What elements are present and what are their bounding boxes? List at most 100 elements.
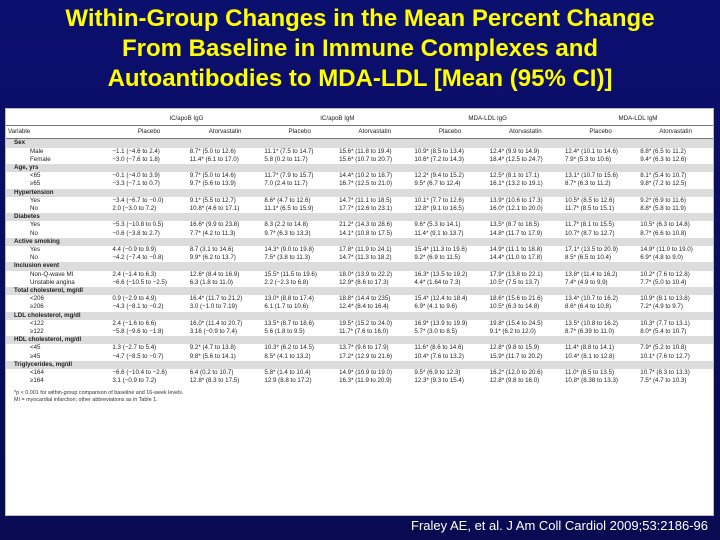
table-cell: 10.5* (8.5 to 12.6) — [564, 196, 615, 204]
row-label: <45 — [30, 344, 41, 352]
table-cell: 9.7* (5.6 to 13.9) — [189, 180, 236, 188]
placebo-header: Placebo — [562, 125, 639, 140]
table-cell: 8.5* (4.1 to 13.2) — [264, 352, 311, 360]
row-label: Male — [30, 147, 44, 155]
table-cell: 9.2* (4.7 to 13.8) — [189, 344, 236, 352]
placebo-header: Placebo — [262, 125, 338, 140]
table-row: No 2.0 (−3.0 to 7.2) 10.8* (4.6 to 17.1) 11… — [6, 205, 713, 213]
table-cell: 12.8* (8.3 to 17.5) — [189, 377, 240, 385]
table-cell: 12.8* (9.8 to 16.0) — [489, 377, 540, 385]
table-cell: 14.4* (10.2 to 18.7) — [339, 172, 393, 180]
row-label: <122 — [30, 319, 44, 327]
table-cell: 19.8* (15.4 to 24.5) — [489, 319, 543, 327]
table-cell: 10.3* (7.7 to 13.1) — [640, 319, 690, 327]
table-cell: 8.3 (2.2 to 14.8) — [264, 221, 309, 229]
table-cell: 10.1* (7.6 to 12.7) — [640, 352, 690, 360]
table-cell: −4.3 (−8.1 to −0.2) — [112, 303, 164, 311]
table-cell: 6.3 (1.8 to 11.0) — [189, 278, 233, 286]
table-cell: 16.4* (11.7 to 21.2) — [189, 295, 243, 303]
table-row: Yes −5.3 (−10.8 to 0.5) 16.6* (9.9 to 23.8… — [6, 221, 713, 229]
atorvastatin-header: Atorvastatin — [487, 125, 563, 140]
table-cell: 7.2* (4.9 to 9.7) — [640, 303, 683, 311]
table-cell: 7.7* (5.0 to 10.4) — [640, 278, 687, 286]
table-cell: 14.4* (11.0 to 17.8) — [489, 254, 543, 262]
table-cell: 14.7* (11.3 to 18.2) — [339, 254, 392, 262]
table-cell: −6.6 (−10.5 to −2.5) — [112, 278, 167, 286]
table-cell: 5.8 (0.2 to 11.7) — [264, 155, 308, 163]
table-cell: 10.9* (8.1 to 13.8) — [640, 295, 690, 303]
row-label: Unstable angina — [30, 278, 75, 286]
table-cell: 12.2* (9.4 to 15.2) — [414, 172, 464, 180]
table-cell: 13.5* (8.7 to 18.6) — [264, 319, 314, 327]
table-cell: 8.7* (6.39 to 11.0) — [564, 328, 615, 336]
table-cell: 0.9 (−2.9 to 4.9) — [112, 295, 157, 303]
table-cell: 10.5* (6.3 to 14.8) — [640, 221, 690, 229]
section-label: HDL cholesterol, mg/dl — [6, 336, 111, 345]
footnote: *p < 0.001 for within-group comparison o… — [14, 389, 184, 396]
table-cell: 7.5* (3.8 to 11.3) — [264, 254, 311, 262]
section-row: Hypertension — [6, 188, 713, 197]
table-cell: 9.9* (6.2 to 13.7) — [189, 254, 236, 262]
section-label: Inclusion event — [6, 262, 111, 271]
table-cell: 10.4* (8.1 to 12.8) — [564, 352, 615, 360]
atorvastatin-header: Atorvastatin — [638, 125, 713, 140]
table-cell: 10.7* (8.3 to 13.3) — [640, 369, 690, 377]
table-cell: −3.4 (−6.7 to −0.0) — [112, 196, 164, 204]
table-cell: −4.7 (−8.5 to −0.7) — [112, 352, 164, 360]
table-cell: 11.1* (6.5 to 15.9) — [264, 205, 314, 213]
section-row: Triglycerides, mg/dl — [6, 360, 713, 370]
table-cell: 8.8* (6.5 to 11.2) — [640, 147, 686, 155]
table-cell: 12.6* (8.4 to 16.9) — [189, 270, 240, 278]
table-cell: 8.6* (6.4 to 10.8) — [564, 303, 612, 311]
table-cell: 15.4* (11.3 to 19.6) — [414, 246, 467, 254]
table-cell: 9.7* (5.0 to 14.6) — [189, 172, 236, 180]
table-cell: −5.8 (−9.6 to −1.8) — [112, 328, 164, 336]
table-cell: 11.0* (8.5 to 13.5) — [564, 369, 615, 377]
table-row: <45 1.3 (−2.7 to 5.4) 9.2* (4.7 to 13.8) 10… — [6, 344, 713, 352]
table-cell: −0.6 (−3.8 to 2.7) — [112, 229, 160, 237]
table-cell: 14.3* (9.0 to 19.8) — [264, 246, 314, 254]
table-row: Male −1.1 (−4.6 to 2.4) 8.7* (5.0 to 12.6)… — [6, 148, 713, 156]
table-cell: 11.7* (7.6 to 16.0) — [339, 328, 389, 336]
table-cell: 8.7* (6.6 to 10.8) — [640, 229, 687, 237]
table-cell: 13.5* (10.8 to 16.2) — [564, 319, 618, 327]
table-cell: 16.6* (9.9 to 23.8) — [189, 221, 240, 229]
row-label: <206 — [30, 295, 44, 303]
table-cell: 12.3* (9.3 to 15.4) — [414, 377, 464, 385]
table-cell: −0.1 (−4.0 to 3.9) — [112, 172, 160, 180]
section-label: Triglycerides, mg/dl — [6, 360, 111, 370]
table-cell: 16.7* (12.5 to 21.0) — [339, 180, 393, 188]
atorvastatin-header: Atorvastatin — [187, 125, 263, 140]
table-cell: 17.8* (11.9 to 24.1) — [339, 246, 392, 254]
row-label: ≥206 — [30, 303, 44, 311]
table-cell: 10.1* (7.7 to 12.6) — [414, 196, 464, 204]
table-cell: 6.9* (4.8 to 9.0) — [640, 254, 683, 262]
table-row: Yes −3.4 (−6.7 to −0.0) 9.1* (5.5 to 12.7)… — [6, 197, 713, 205]
table-cell: 7.4* (4.9 to 9.9) — [564, 278, 608, 286]
table-cell: 7.5* (4.7 to 10.3) — [640, 377, 687, 385]
table-cell: 16.2* (12.0 to 20.6) — [489, 369, 543, 377]
placebo-header: Placebo — [110, 125, 188, 140]
table-cell: −1.1 (−4.6 to 2.4) — [112, 147, 160, 155]
table-cell: 12.8* (9.8 to 15.9) — [489, 344, 540, 352]
table-cell: 7.0 (2.4 to 11.7) — [264, 180, 308, 188]
table-cell: 11.4* (8.8 to 14.1) — [564, 344, 615, 352]
table-cell: 9.6* (5.3 to 14.1) — [414, 221, 461, 229]
table-cell: 8.1* (5.4 to 10.7) — [640, 172, 687, 180]
table-cell: 10.5* (7.5 to 13.7) — [489, 278, 540, 286]
row-label: Yes — [30, 196, 41, 204]
table-cell: 10.7* (8.7 to 12.7) — [564, 229, 615, 237]
table-cell: 9.2* (6.9 to 11.5) — [414, 254, 461, 262]
table-cell: 9.8* (7.2 to 12.5) — [640, 180, 687, 188]
section-row: LDL cholesterol, mg/dl — [6, 311, 713, 320]
table-cell: 14.9* (11.0 to 19.0) — [640, 246, 693, 254]
table-cell: 6.4 (0.2 to 10.7) — [189, 369, 234, 377]
table-cell: 14.8* (11.7 to 17.9) — [489, 229, 543, 237]
section-label: Age, yrs — [6, 164, 111, 173]
table-cell: 14.1* (10.8 to 17.5) — [339, 229, 393, 237]
table-cell: 3.16 (−0.9 to 7.4) — [189, 328, 238, 336]
table-cell: 16.1* (13.2 to 19.1) — [489, 180, 543, 188]
table-cell: 15.5* (11.5 to 19.6) — [264, 270, 317, 278]
table-row: No −0.6 (−3.8 to 2.7) 7.7* (4.2 to 11.3) 9.… — [6, 230, 713, 238]
section-label: LDL cholesterol, mg/dl — [6, 311, 111, 320]
